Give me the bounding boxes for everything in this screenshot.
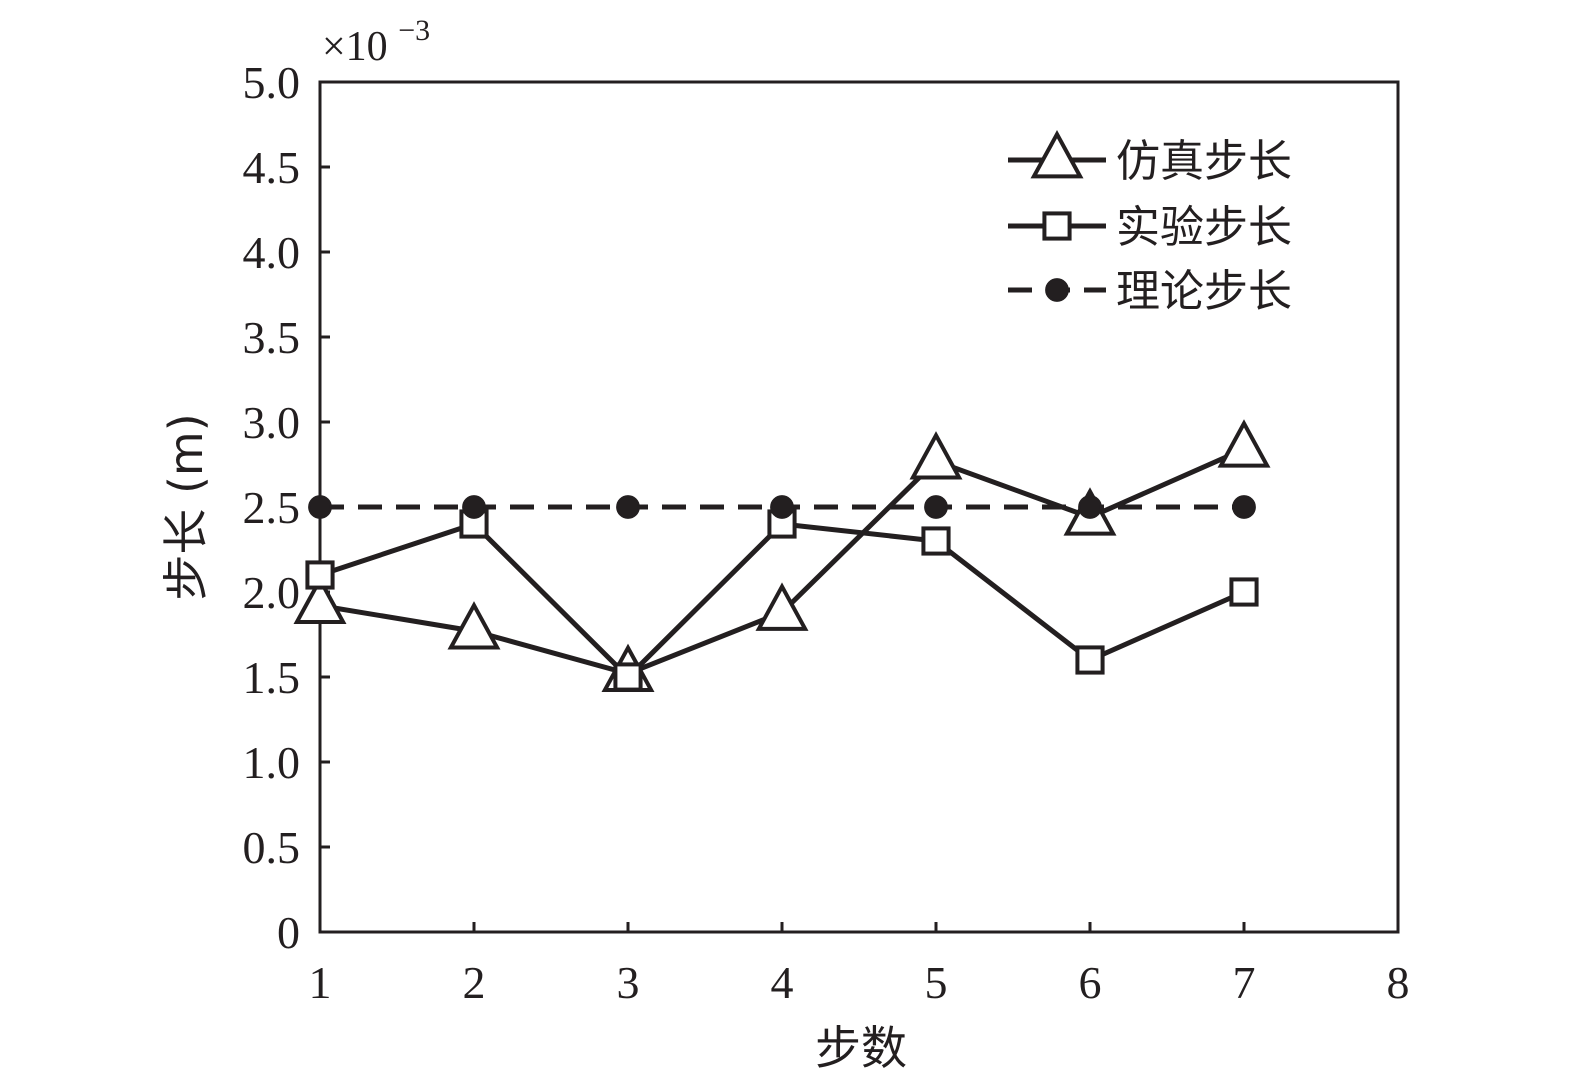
series-3 bbox=[308, 495, 1256, 519]
series-1 bbox=[293, 419, 1271, 693]
series-3-point bbox=[1078, 495, 1102, 519]
series-1-point bbox=[755, 582, 809, 631]
series-3-point bbox=[770, 495, 794, 519]
y-tick-label: 1.0 bbox=[243, 737, 301, 788]
legend-label-1: 仿真步长 bbox=[1116, 136, 1292, 187]
legend-label-3: 理论步长 bbox=[1116, 266, 1292, 317]
x-tick-label: 5 bbox=[925, 957, 948, 1008]
series-2-point bbox=[1075, 645, 1105, 675]
series-2-point bbox=[305, 560, 335, 590]
series-3-point bbox=[308, 495, 332, 519]
y-axis-multiplier: ×10 −3 bbox=[322, 14, 430, 70]
axes: 1 2 3 4 5 6 7 8 0 0.5 1.0 1.5 2.0 2.5 3.0 3.5 4.0 4.5 5.0 bbox=[243, 57, 1410, 1008]
series-2-point bbox=[1229, 577, 1259, 607]
x-tick-label: 7 bbox=[1233, 957, 1256, 1008]
series-2-point bbox=[921, 526, 951, 556]
legend-label-2: 实验步长 bbox=[1116, 202, 1292, 253]
series-1-point bbox=[1217, 419, 1271, 468]
legend-item-1: 仿真步长 bbox=[1008, 130, 1292, 187]
y-tick-label: 3.0 bbox=[243, 397, 301, 448]
series-2-point bbox=[613, 662, 643, 692]
y-tick-label: 0 bbox=[277, 907, 300, 958]
series-3-point bbox=[616, 495, 640, 519]
series-1-point bbox=[909, 431, 963, 480]
y-axis-multiplier-exponent: −3 bbox=[398, 14, 430, 47]
series-1-point bbox=[293, 575, 347, 625]
series-3-point bbox=[924, 495, 948, 519]
series-1-point bbox=[447, 601, 501, 650]
y-tick-label: 5.0 bbox=[243, 57, 301, 108]
y-tick-label: 4.5 bbox=[243, 142, 301, 193]
series-layer bbox=[293, 419, 1271, 693]
y-tick-label: 2.0 bbox=[243, 567, 301, 618]
x-tick-label: 2 bbox=[463, 957, 486, 1008]
y-tick-label: 1.5 bbox=[243, 652, 301, 703]
series-3-point bbox=[462, 495, 486, 519]
series-2-point bbox=[459, 509, 489, 539]
y-axis-multiplier-base: ×10 bbox=[322, 24, 388, 70]
x-tick-label: 3 bbox=[617, 957, 640, 1008]
y-tick-label: 0.5 bbox=[243, 822, 301, 873]
series-2 bbox=[305, 509, 1259, 692]
y-tick-label: 2.5 bbox=[243, 482, 301, 533]
legend-item-2: 实验步长 bbox=[1008, 202, 1292, 253]
x-tick-label: 4 bbox=[771, 957, 794, 1008]
y-tick-label: 3.5 bbox=[243, 312, 301, 363]
y-axis-label: 步长 (m) bbox=[159, 413, 213, 600]
y-tick-label: 4.0 bbox=[243, 227, 301, 278]
series-3-point bbox=[1232, 495, 1256, 519]
legend-marker-2 bbox=[1042, 211, 1072, 241]
x-tick-label: 8 bbox=[1387, 957, 1410, 1008]
legend-marker-1 bbox=[1030, 130, 1084, 179]
x-axis-label: 步数 bbox=[815, 1021, 907, 1075]
legend-item-3: 理论步长 bbox=[1008, 266, 1292, 317]
legend-marker-3 bbox=[1045, 278, 1069, 302]
x-tick-label: 6 bbox=[1079, 957, 1102, 1008]
x-tick-label: 1 bbox=[309, 957, 332, 1008]
